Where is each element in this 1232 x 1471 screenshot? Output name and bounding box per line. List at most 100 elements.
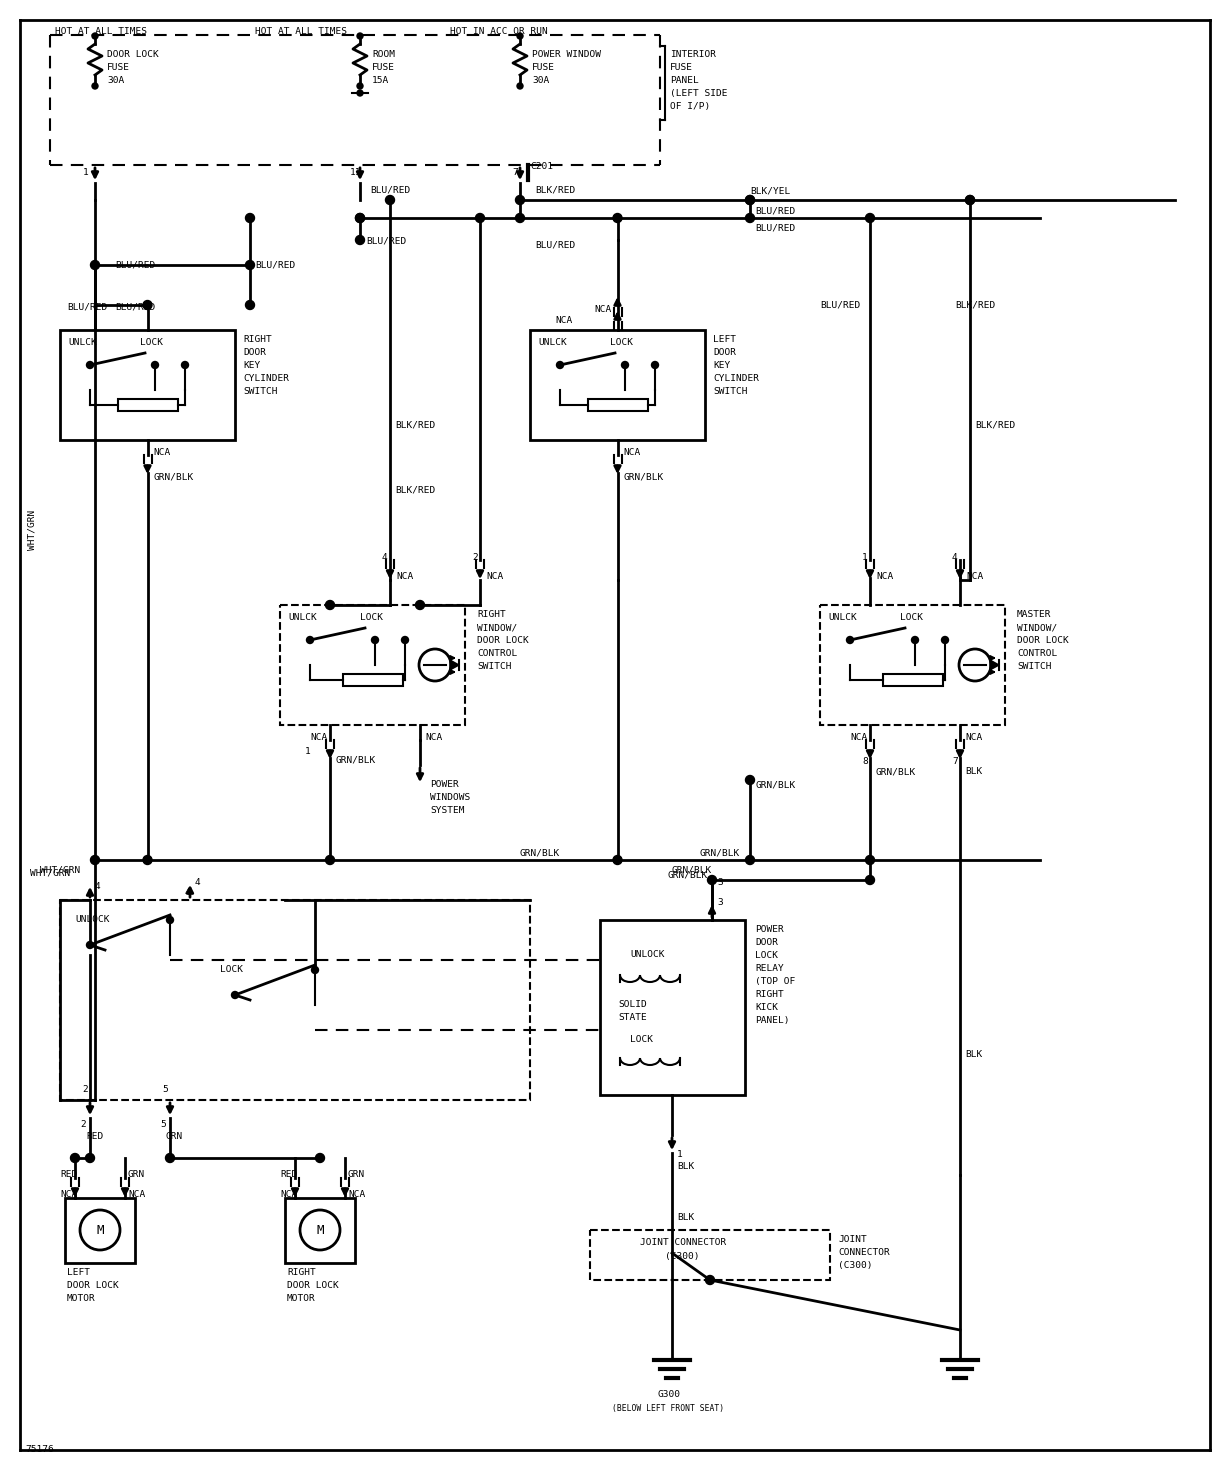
Text: BLK: BLK (965, 1050, 982, 1059)
Text: BLK/RED: BLK/RED (975, 421, 1015, 430)
Text: BLU/RED: BLU/RED (115, 260, 155, 269)
Text: ROOM: ROOM (372, 50, 395, 59)
Text: DOOR LOCK: DOOR LOCK (287, 1281, 339, 1290)
Circle shape (614, 213, 622, 222)
Circle shape (402, 637, 409, 643)
Text: BLK/RED: BLK/RED (395, 421, 435, 430)
Text: 4: 4 (95, 883, 101, 891)
Bar (60, 900, 530, 1100)
Text: 4: 4 (952, 553, 957, 562)
Circle shape (941, 637, 949, 643)
Circle shape (356, 213, 365, 222)
Circle shape (357, 90, 363, 96)
Text: 7: 7 (952, 758, 957, 766)
Text: CYLINDER: CYLINDER (713, 374, 759, 382)
Circle shape (415, 600, 425, 609)
Circle shape (707, 875, 717, 884)
Text: DOOR LOCK: DOOR LOCK (67, 1281, 118, 1290)
Text: NCA: NCA (966, 572, 983, 581)
Text: PANEL: PANEL (670, 76, 699, 85)
Text: UNLOCK: UNLOCK (75, 915, 110, 924)
Text: 2: 2 (80, 1119, 86, 1130)
Text: NCA: NCA (128, 1190, 145, 1199)
Text: M: M (96, 1224, 103, 1237)
Text: BLU/RED: BLU/RED (821, 300, 860, 309)
Circle shape (745, 775, 754, 784)
Text: WINDOWS: WINDOWS (430, 793, 471, 802)
Bar (600, 919, 745, 1094)
Text: (C300): (C300) (665, 1252, 700, 1261)
Text: RIGHT: RIGHT (477, 610, 506, 619)
Text: LOCK: LOCK (755, 950, 777, 961)
Text: RIGHT: RIGHT (755, 990, 784, 999)
Text: LOCK: LOCK (610, 338, 633, 347)
Circle shape (90, 856, 100, 865)
Text: KEY: KEY (243, 360, 260, 371)
Text: NCA: NCA (876, 572, 893, 581)
Text: SWITCH: SWITCH (1016, 662, 1051, 671)
Text: NCA: NCA (623, 449, 641, 457)
Bar (342, 674, 403, 685)
Circle shape (325, 856, 335, 865)
Text: 3: 3 (717, 897, 723, 908)
Circle shape (325, 600, 335, 609)
Circle shape (357, 82, 363, 90)
Text: 7: 7 (513, 168, 517, 177)
Circle shape (517, 32, 524, 40)
Text: JOINT: JOINT (838, 1236, 867, 1244)
Text: 30A: 30A (107, 76, 124, 85)
Text: HOT IN ACC OR RUN: HOT IN ACC OR RUN (450, 26, 548, 35)
Circle shape (152, 362, 159, 369)
Text: BLU/RED: BLU/RED (115, 302, 155, 310)
Text: BLU/RED: BLU/RED (755, 206, 795, 215)
Text: UNLOCK: UNLOCK (630, 950, 664, 959)
Text: FUSE: FUSE (532, 63, 554, 72)
Text: NCA: NCA (60, 1190, 78, 1199)
Text: BLK: BLK (678, 1214, 695, 1222)
Circle shape (90, 260, 100, 269)
Text: GRN/BLK: GRN/BLK (623, 472, 664, 481)
Text: 3: 3 (717, 878, 723, 887)
Text: (LEFT SIDE: (LEFT SIDE (670, 90, 728, 99)
Circle shape (86, 362, 94, 369)
Circle shape (515, 213, 525, 222)
Text: BLU/RED: BLU/RED (67, 302, 107, 310)
Circle shape (515, 196, 525, 204)
Text: UNLCK: UNLCK (828, 613, 856, 622)
Text: GRN/BLK: GRN/BLK (755, 780, 795, 788)
Text: RED: RED (86, 1133, 103, 1141)
Bar (60, 330, 235, 440)
Text: OF I/P): OF I/P) (670, 101, 711, 110)
Text: G300: G300 (657, 1390, 680, 1399)
Text: RED: RED (60, 1169, 78, 1178)
Circle shape (92, 82, 99, 90)
Circle shape (372, 637, 378, 643)
Text: CONTROL: CONTROL (477, 649, 517, 658)
Text: LOCK: LOCK (360, 613, 383, 622)
Text: DOOR LOCK: DOOR LOCK (107, 50, 159, 59)
Circle shape (557, 362, 563, 369)
Text: NCA: NCA (425, 733, 442, 741)
Circle shape (517, 82, 524, 90)
Circle shape (86, 941, 94, 949)
Circle shape (652, 362, 658, 369)
Text: BLU/RED: BLU/RED (366, 235, 407, 246)
Text: PANEL): PANEL) (755, 1016, 790, 1025)
Bar (65, 1197, 136, 1264)
Text: 4: 4 (195, 878, 201, 887)
Text: BLK: BLK (965, 766, 982, 777)
Text: KICK: KICK (755, 1003, 777, 1012)
Text: WHT/GRN: WHT/GRN (39, 865, 80, 874)
Text: POWER: POWER (430, 780, 458, 788)
Text: WINDOW/: WINDOW/ (477, 624, 517, 633)
Text: (C300): (C300) (838, 1261, 872, 1269)
Text: KEY: KEY (713, 360, 731, 371)
Text: HOT AT ALL TIMES: HOT AT ALL TIMES (55, 26, 147, 35)
Circle shape (966, 196, 975, 204)
Circle shape (85, 1153, 95, 1162)
Bar (117, 399, 177, 410)
Polygon shape (450, 660, 460, 669)
Text: NCA: NCA (154, 449, 171, 457)
Circle shape (866, 856, 875, 865)
Circle shape (356, 235, 365, 244)
